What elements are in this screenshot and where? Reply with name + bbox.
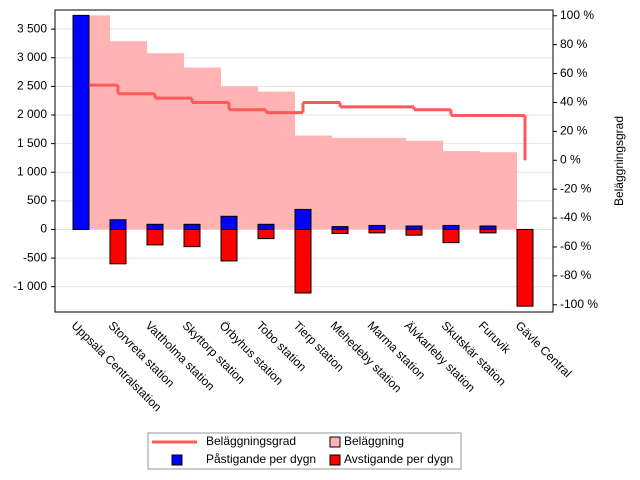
bar	[479, 228, 497, 234]
y2-tick-label: 100 %	[560, 8, 594, 22]
bar	[368, 228, 386, 234]
y-tick-label: 2 500	[17, 79, 47, 93]
bar	[183, 223, 201, 230]
legend-label: Avstigande per dygn	[344, 452, 453, 466]
legend-label: Påstigande per dygn	[206, 452, 316, 466]
y-tick-label: -500	[23, 250, 47, 264]
bar	[183, 228, 201, 248]
bar	[405, 228, 423, 236]
y2-tick-label: 40 %	[560, 95, 588, 109]
y2-tick-label: 60 %	[560, 66, 588, 80]
x-tick-label: Örbyhus station	[217, 318, 286, 387]
y2-tick-label: -60 %	[560, 239, 592, 253]
area-step	[221, 86, 258, 230]
area-step	[406, 140, 443, 230]
area-step	[110, 41, 147, 230]
y-tick-label: 3 000	[17, 50, 47, 64]
bar	[442, 224, 460, 230]
y2-tick-label: -40 %	[560, 210, 592, 224]
y-tick-label: 1 000	[17, 164, 47, 178]
area-step	[184, 67, 221, 230]
bar	[516, 228, 534, 307]
y2-tick-label: 20 %	[560, 124, 588, 138]
y-tick-label: 3 500	[17, 21, 47, 35]
bar	[146, 228, 164, 246]
x-tick-label: Gävle Central	[513, 318, 575, 380]
bar	[294, 228, 312, 294]
bar	[109, 219, 127, 230]
bar	[220, 228, 238, 262]
bar	[331, 228, 349, 234]
bar	[257, 223, 275, 230]
bar	[479, 225, 497, 230]
bar	[405, 225, 423, 230]
x-tick-label: Storvreta station	[106, 318, 178, 390]
y2-tick-label: -100 %	[560, 297, 598, 311]
y-tick-label: -1 000	[13, 279, 47, 293]
area-step	[332, 137, 369, 230]
y-tick-label: 500	[27, 193, 47, 207]
legend-swatch	[329, 454, 341, 466]
y2-axis-label: Beläggningsgrad	[612, 116, 626, 206]
x-tick-label: Skutskär station	[439, 318, 509, 388]
bar	[72, 14, 90, 230]
y-tick-label: 2 000	[17, 107, 47, 121]
area-step	[147, 53, 184, 230]
bar	[146, 223, 164, 230]
bar	[294, 208, 312, 230]
legend-swatch	[171, 454, 183, 466]
legend-label: Beläggningsgrad	[206, 434, 296, 448]
bar	[442, 228, 460, 244]
legend: Beläggningsgrad Beläggning Påstigande per …	[147, 432, 462, 470]
area-step	[443, 151, 480, 230]
y-tick-label: 0	[40, 222, 47, 236]
legend-label: Beläggning	[344, 434, 404, 448]
y2-tick-label: -20 %	[560, 181, 592, 195]
y2-tick-label: 80 %	[560, 37, 588, 51]
legend-swatch	[329, 436, 341, 448]
legend-frame	[147, 432, 462, 470]
area-step	[480, 152, 517, 230]
plot-frame	[54, 9, 554, 313]
y2-tick-label: 0 %	[560, 152, 581, 166]
bar	[220, 215, 238, 230]
bar	[257, 228, 275, 240]
area-step	[369, 137, 406, 230]
bar	[109, 228, 127, 265]
bar	[368, 224, 386, 230]
area-step	[258, 91, 295, 230]
y-tick-label: 1 500	[17, 136, 47, 150]
y2-tick-label: -80 %	[560, 268, 592, 282]
